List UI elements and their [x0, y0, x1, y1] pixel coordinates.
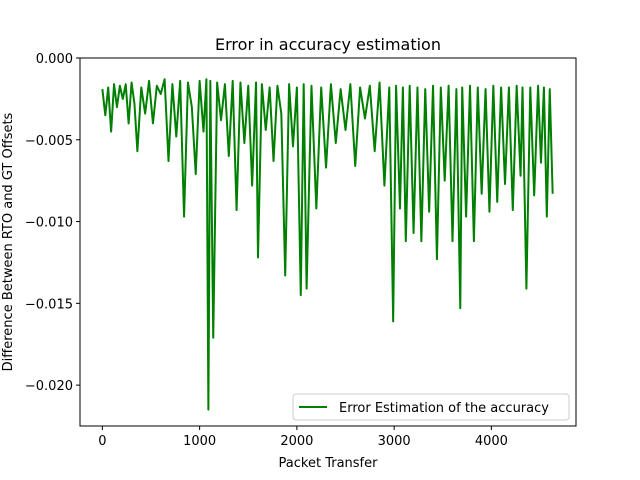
y-axis-title: Difference Between RTO and GT Offsets — [1, 112, 16, 371]
axis-ticks: 0 1000 2000 3000 4000 0.000 −0.005 −0.010 −0.015… — [25, 52, 508, 449]
x-tick-label: 3000 — [378, 434, 411, 449]
plot-area — [101, 78, 554, 411]
x-tick-label: 4000 — [475, 434, 508, 449]
chart-title: Error in accuracy estimation — [215, 35, 441, 54]
x-tick-label: 1000 — [183, 434, 216, 449]
y-tick-label: −0.010 — [25, 216, 73, 231]
plot-frame — [79, 57, 577, 427]
legend-label: Error Estimation of the accuracy — [339, 401, 549, 416]
x-tick-label: 0 — [98, 434, 106, 449]
series-line-0 — [101, 78, 554, 411]
y-tick-label: −0.020 — [25, 379, 73, 394]
legend-box — [292, 393, 570, 421]
y-tick-label: 0.000 — [36, 52, 73, 67]
legend: Error Estimation of the accuracy — [292, 393, 570, 421]
x-tick-label: 2000 — [280, 434, 313, 449]
x-axis-title: Packet Transfer — [279, 456, 379, 471]
y-tick-label: −0.005 — [25, 134, 73, 149]
y-tick-label: −0.015 — [25, 297, 73, 312]
